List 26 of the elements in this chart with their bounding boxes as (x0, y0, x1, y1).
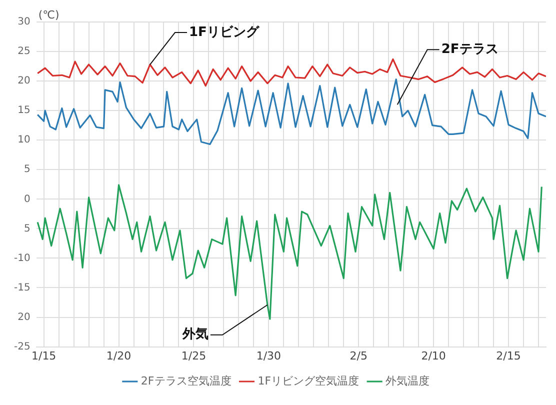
y-tick-label: 25 (18, 46, 30, 58)
x-tick-label: 1/25 (181, 349, 206, 362)
y-tick-label: -10 (14, 252, 30, 264)
y-tick-label: 30 (18, 16, 30, 28)
y-tick-label: 20 (18, 312, 30, 323)
legend-label: 2Fテラス空気温度 (140, 374, 232, 388)
legend-label: 外気温度 (386, 374, 430, 388)
y-tick-label: 10 (18, 134, 30, 146)
y-tick-label: 15 (18, 105, 30, 116)
legend-label: 1Fリビング空気温度 (258, 374, 360, 388)
y-tick-label: -15 (14, 282, 30, 294)
annotation: 1Fリビング (189, 24, 260, 40)
y-tick-label: 20 (18, 76, 30, 87)
annotation: 2Fテラス (441, 42, 498, 58)
y-tick-label: 5 (24, 164, 30, 176)
y-tick-label: -25 (14, 341, 30, 352)
x-tick-label: 2/5 (350, 349, 368, 362)
y-tick-label: 0 (24, 194, 30, 205)
y-tick-label: 5 (24, 223, 30, 234)
x-tick-label: 2/15 (496, 349, 521, 362)
x-tick-label: 2/10 (421, 349, 446, 362)
annotation: 外気 (181, 327, 208, 342)
y-axis-title: (℃) (38, 8, 60, 22)
x-tick-label: 1/30 (256, 349, 282, 362)
x-tick-label: 1/20 (106, 349, 132, 362)
x-tick-label: 1/15 (31, 349, 56, 362)
